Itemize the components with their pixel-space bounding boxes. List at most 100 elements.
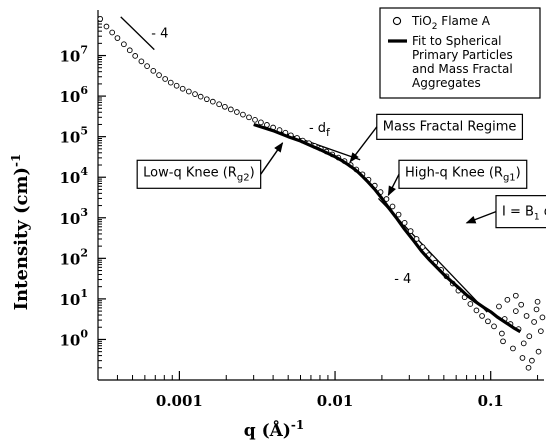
y-tick-label: 100 <box>59 327 88 349</box>
legend-box <box>379 7 541 99</box>
data-point <box>144 63 150 69</box>
annotation-text: Mass Fractal Regime <box>383 119 517 134</box>
legend-label-fit: Aggregates <box>412 76 481 90</box>
y-tick-label-base: 10 <box>59 48 80 66</box>
annotation: High-q Knee (Rg1) <box>387 159 528 197</box>
legend-label-post: Flame A <box>437 14 490 28</box>
slope-label-text: - d <box>309 121 326 136</box>
data-point <box>162 76 168 82</box>
annotation-sub: 1 <box>534 213 540 223</box>
data-point <box>485 318 491 325</box>
data-point <box>252 116 258 123</box>
y-axis-label: Intensity (cm)-1 <box>9 154 32 311</box>
y-tick-label: 107 <box>59 44 88 66</box>
slope-label: - df <box>309 121 331 139</box>
data-point <box>216 101 222 108</box>
y-tick-label-base: 10 <box>59 210 80 228</box>
data-point <box>132 53 139 59</box>
data-point <box>534 298 541 305</box>
data-point <box>401 219 408 226</box>
legend-label-fit: Primary Particles <box>412 48 513 62</box>
legend-label-fit: Fit to Spherical <box>412 34 502 48</box>
data-point <box>185 88 192 95</box>
annotation-text-main: Mass Fractal Regime <box>383 119 517 134</box>
data-point <box>167 79 174 86</box>
annotation-sub: g1 <box>503 172 516 183</box>
data-point <box>496 303 502 310</box>
x-tick-label: 0.001 <box>156 392 203 410</box>
data-point <box>192 91 198 97</box>
data-point <box>227 106 234 113</box>
y-tick-label: 101 <box>59 287 88 309</box>
y-tick-label-base: 10 <box>59 129 80 147</box>
fit-curve <box>253 122 522 334</box>
slope-label: - 4 <box>394 272 411 287</box>
slope-label-sub: f <box>326 126 331 139</box>
legend-label-pre: TiO <box>411 14 432 28</box>
x-axis-label-main: q (Å) <box>244 419 291 441</box>
y-tick-label: 106 <box>59 84 88 106</box>
data-point <box>523 313 530 319</box>
annotations: Mass Fractal Regime Low-q Knee (Rg2) High-… <box>136 113 546 229</box>
legend-marker-circle <box>392 16 402 26</box>
annotation: Low-q Knee (Rg2) <box>136 142 284 189</box>
y-tick-label-exp: 0 <box>80 327 88 340</box>
y-tick-label-base: 10 <box>59 250 80 268</box>
data-point <box>97 16 104 22</box>
data-point <box>512 308 519 314</box>
annotation-sub: g2 <box>237 172 250 183</box>
slope-line <box>120 16 155 51</box>
slope-label-text: - 4 <box>394 272 411 287</box>
y-axis-label-exp: -1 <box>9 154 23 167</box>
data-point <box>121 41 127 48</box>
y-tick-label-exp: 1 <box>80 287 88 300</box>
annotation-text-mid: q <box>540 205 546 220</box>
data-point <box>389 203 396 210</box>
data-point <box>138 58 145 65</box>
data-point <box>197 93 204 100</box>
data-point <box>529 357 535 364</box>
data-point <box>246 114 252 121</box>
data-point <box>473 307 480 314</box>
annotation-text: High-q Knee (Rg1) <box>405 165 521 183</box>
legend-label-data: TiO2 Flame A <box>411 14 491 32</box>
y-tick-label-base: 10 <box>59 331 80 349</box>
data-point <box>491 323 497 330</box>
annotation-arrow <box>387 173 400 197</box>
y-tick-label: 102 <box>59 246 88 268</box>
data-point <box>520 340 527 347</box>
data-point <box>407 228 414 234</box>
data-point <box>538 328 544 335</box>
slope-label-text: - 4 <box>151 26 168 41</box>
data-point <box>499 330 505 337</box>
data-point <box>533 306 540 313</box>
x-axis-label-exp: -1 <box>291 418 304 432</box>
y-tick-label-exp: 4 <box>80 165 88 178</box>
data-point <box>526 333 533 340</box>
y-tick-label-exp: 6 <box>80 84 88 97</box>
data-point <box>479 313 485 319</box>
annotation-text: I = B1 q- P1 <box>502 201 546 223</box>
x-tick-label: 0.01 <box>317 392 354 410</box>
data-point <box>539 314 546 321</box>
y-axis-label-main: Intensity (cm) <box>11 167 32 310</box>
y-tick-label: 103 <box>59 206 88 228</box>
data-point <box>500 338 506 345</box>
annotation-arrow <box>349 126 378 163</box>
y-tick-label-exp: 2 <box>80 246 88 259</box>
data-point <box>518 301 525 308</box>
slope-label: - 4 <box>151 26 168 41</box>
y-tick-label: 104 <box>59 165 88 187</box>
annotation-close: ) <box>250 165 255 180</box>
data-point <box>531 319 537 325</box>
data-point <box>535 348 542 355</box>
data-point <box>114 35 121 41</box>
annotation-text-main: I = B <box>502 205 534 220</box>
data-point <box>126 47 133 54</box>
data-point <box>234 109 240 115</box>
annotation-text: Low-q Knee (Rg2) <box>143 165 254 183</box>
fit-line <box>253 122 522 334</box>
annotation: Mass Fractal Regime <box>349 113 524 163</box>
